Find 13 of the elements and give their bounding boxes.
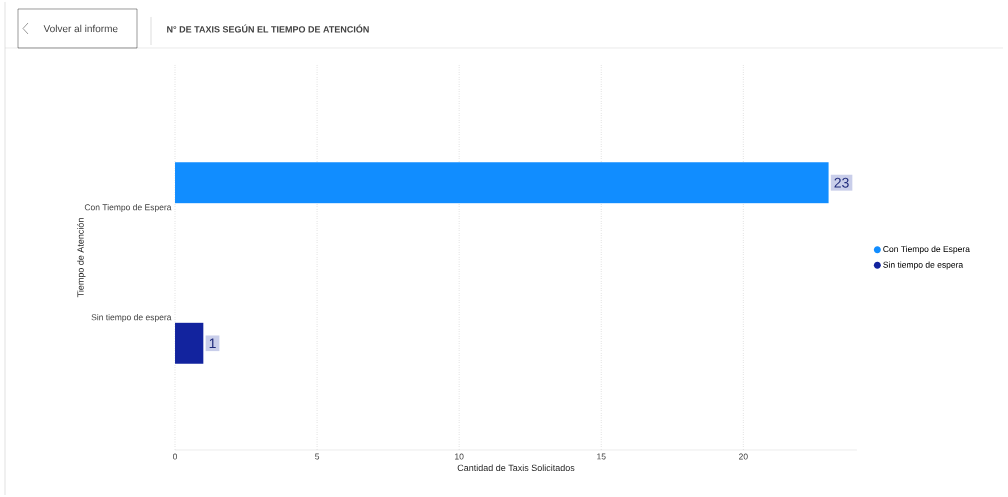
x-tick-label: 15: [597, 453, 606, 460]
text: Volver al informe: [43, 24, 118, 33]
data-label: 1: [209, 338, 216, 349]
x-axis-title: Cantidad de Taxis Solicitados: [457, 464, 575, 472]
x-tick-label: 20: [739, 453, 748, 460]
x-tick-label: 0: [172, 453, 178, 460]
x-tick-label: 10: [455, 453, 464, 460]
data-label: 23: [834, 177, 849, 188]
y-axis-title: Tiempo de Atención: [77, 218, 86, 298]
legend-label: Con Tiempo de Espera: [883, 245, 970, 254]
x-tick-label: 5: [315, 453, 320, 460]
legend-label: Sin tiempo de espera: [883, 261, 964, 270]
chart-title: N° DE TAXIS SEGÚN EL TIEMPO DE ATENCIÓN: [167, 24, 369, 33]
